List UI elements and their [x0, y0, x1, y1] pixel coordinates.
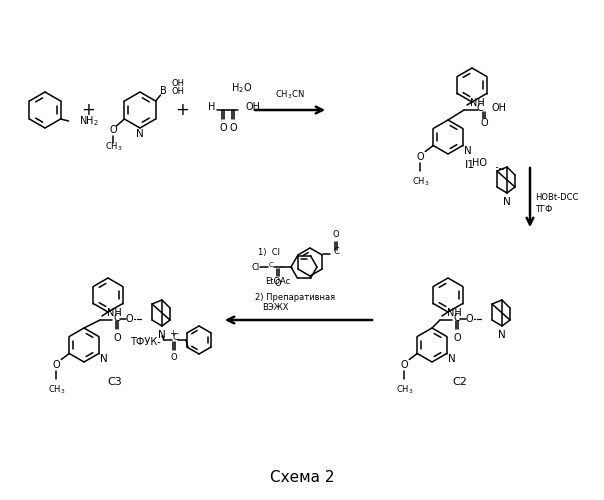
Text: NH: NH [107, 308, 122, 318]
Text: N: N [448, 354, 455, 364]
Text: O: O [465, 314, 473, 324]
Text: OH: OH [172, 88, 185, 96]
Text: C: C [269, 262, 274, 268]
Text: Схема 2: Схема 2 [270, 470, 334, 486]
Text: CH$_3$: CH$_3$ [48, 384, 65, 396]
Text: NH: NH [447, 308, 461, 318]
Text: CH$_3$CN: CH$_3$CN [275, 88, 305, 101]
Text: O: O [275, 279, 281, 288]
Text: H$_2$O: H$_2$O [231, 81, 252, 95]
Text: CH$_3$: CH$_3$ [411, 176, 429, 188]
Text: O: O [417, 152, 424, 162]
Text: O: O [229, 123, 237, 133]
Text: OH: OH [246, 102, 261, 112]
Text: O: O [113, 333, 121, 343]
Text: O: O [453, 333, 461, 343]
Text: O: O [400, 360, 408, 370]
Text: ТФУК-: ТФУК- [130, 337, 161, 347]
Text: NH$_2$: NH$_2$ [79, 114, 98, 128]
Text: OH: OH [172, 80, 185, 88]
Text: +: + [175, 101, 189, 119]
Text: CH$_3$: CH$_3$ [104, 141, 122, 153]
Text: HOBt-DCC: HOBt-DCC [535, 194, 579, 202]
Text: C: C [454, 313, 461, 323]
Text: N: N [100, 354, 108, 364]
Text: CH$_3$: CH$_3$ [396, 384, 413, 396]
Text: +: + [169, 329, 176, 338]
Text: O: O [109, 125, 117, 135]
Text: O: O [53, 360, 60, 370]
Text: N: N [498, 330, 506, 340]
Text: O: O [171, 353, 178, 362]
Text: C: C [333, 248, 339, 256]
Text: EtOAc: EtOAc [265, 278, 291, 286]
Text: O: O [480, 118, 488, 128]
Text: H: H [208, 102, 216, 112]
Text: ТГФ: ТГФ [535, 204, 553, 214]
Text: Cl: Cl [252, 262, 260, 272]
Text: ВЭЖХ: ВЭЖХ [262, 304, 289, 312]
Text: N: N [464, 146, 472, 156]
Text: I1: I1 [465, 160, 475, 170]
Text: 1)  Cl: 1) Cl [258, 248, 280, 256]
Text: C: C [114, 313, 121, 323]
Text: +: + [81, 101, 95, 119]
Text: B: B [160, 86, 167, 96]
Text: OH: OH [492, 103, 507, 113]
Text: N: N [158, 330, 166, 340]
Text: С3: С3 [108, 377, 123, 387]
Text: N: N [136, 129, 144, 139]
Text: O: O [125, 314, 133, 324]
Text: HO: HO [472, 158, 487, 168]
Text: N: N [503, 197, 511, 207]
Text: C: C [477, 103, 483, 113]
Text: NH: NH [470, 98, 485, 108]
Text: 2) Препаративная: 2) Препаративная [255, 292, 335, 302]
Text: O: O [333, 230, 339, 239]
Text: C: C [172, 334, 178, 342]
Text: O: O [219, 123, 227, 133]
Text: C2: C2 [452, 377, 467, 387]
